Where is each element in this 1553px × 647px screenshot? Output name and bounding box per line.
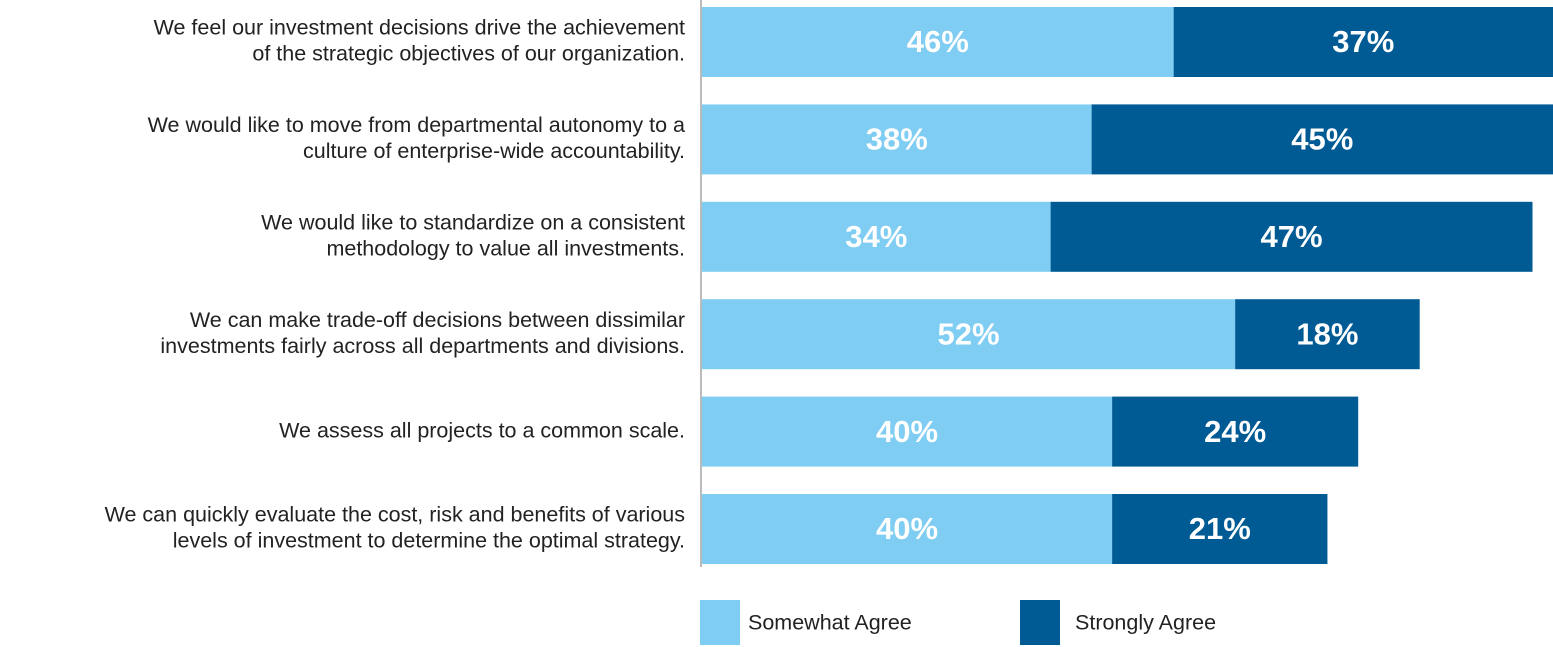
bar-segment xyxy=(1173,7,1553,77)
value-label: 46% xyxy=(907,24,969,59)
category-label: of the strategic objectives of our organ… xyxy=(252,42,685,66)
category-label: We would like to standardize on a consis… xyxy=(261,210,685,234)
legend-swatch xyxy=(700,600,740,645)
value-label: 21% xyxy=(1189,511,1251,546)
value-label: 38% xyxy=(866,122,928,157)
bar-segment xyxy=(1235,299,1420,370)
category-label: culture of enterprise-wide accountabilit… xyxy=(303,139,685,163)
value-label: 45% xyxy=(1291,122,1353,157)
category-label: We would like to move from departmental … xyxy=(148,113,685,137)
category-label: We feel our investment decisions drive t… xyxy=(154,16,685,40)
bar-segment xyxy=(702,299,1236,370)
value-label: 40% xyxy=(876,511,938,546)
legend-label: Strongly Agree xyxy=(1075,611,1216,635)
bar-segment xyxy=(702,201,1051,272)
bar-segment xyxy=(702,396,1113,467)
legend-label: Somewhat Agree xyxy=(748,611,912,635)
category-label: levels of investment to determine the op… xyxy=(173,529,685,553)
legend-swatch xyxy=(1020,600,1060,645)
value-label: 40% xyxy=(876,414,938,449)
category-label: We assess all projects to a common scale… xyxy=(279,418,685,442)
bar-segment xyxy=(1091,104,1553,175)
category-label: methodology to value all investments. xyxy=(326,236,685,260)
value-label: 18% xyxy=(1296,316,1358,351)
bar-segment xyxy=(702,7,1174,77)
value-label: 47% xyxy=(1261,219,1323,254)
bar-segment xyxy=(702,494,1113,564)
bar-segment xyxy=(1112,494,1328,564)
category-label: We can quickly evaluate the cost, risk a… xyxy=(105,503,685,527)
value-label: 52% xyxy=(938,316,1000,351)
value-label: 24% xyxy=(1204,414,1266,449)
value-label: 37% xyxy=(1332,24,1394,59)
bar-segment xyxy=(702,104,1092,175)
category-label: investments fairly across all department… xyxy=(160,334,685,358)
value-label: 34% xyxy=(845,219,907,254)
bar-segment xyxy=(1050,201,1533,272)
category-label: We can make trade-off decisions between … xyxy=(190,308,685,332)
bar-segment xyxy=(1112,396,1359,467)
